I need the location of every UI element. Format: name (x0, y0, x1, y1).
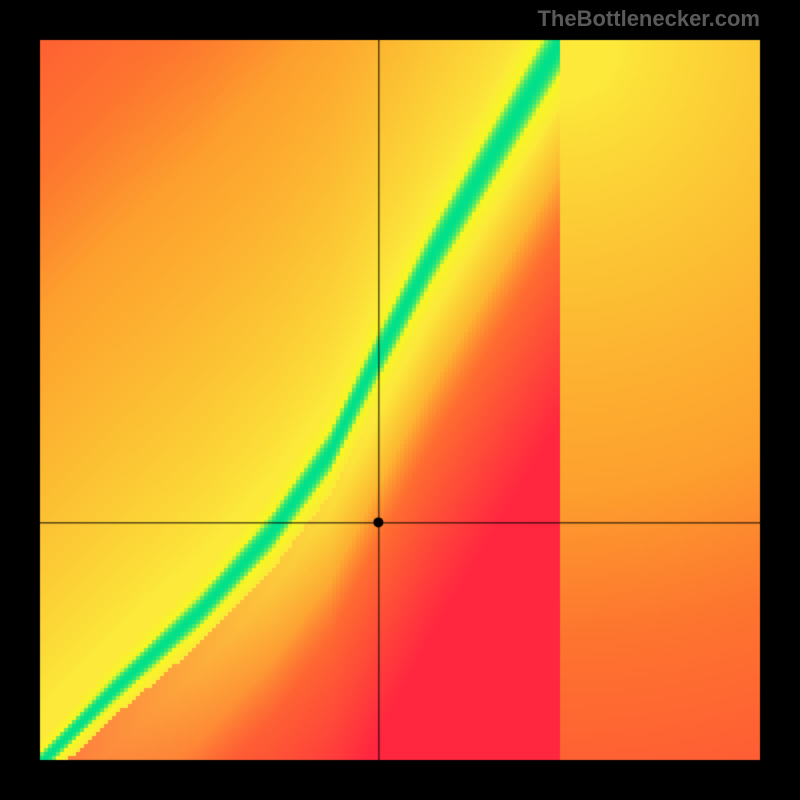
watermark-text: TheBottlenecker.com (537, 6, 760, 32)
chart-container: TheBottlenecker.com (0, 0, 800, 800)
bottleneck-heatmap-canvas (0, 0, 800, 800)
